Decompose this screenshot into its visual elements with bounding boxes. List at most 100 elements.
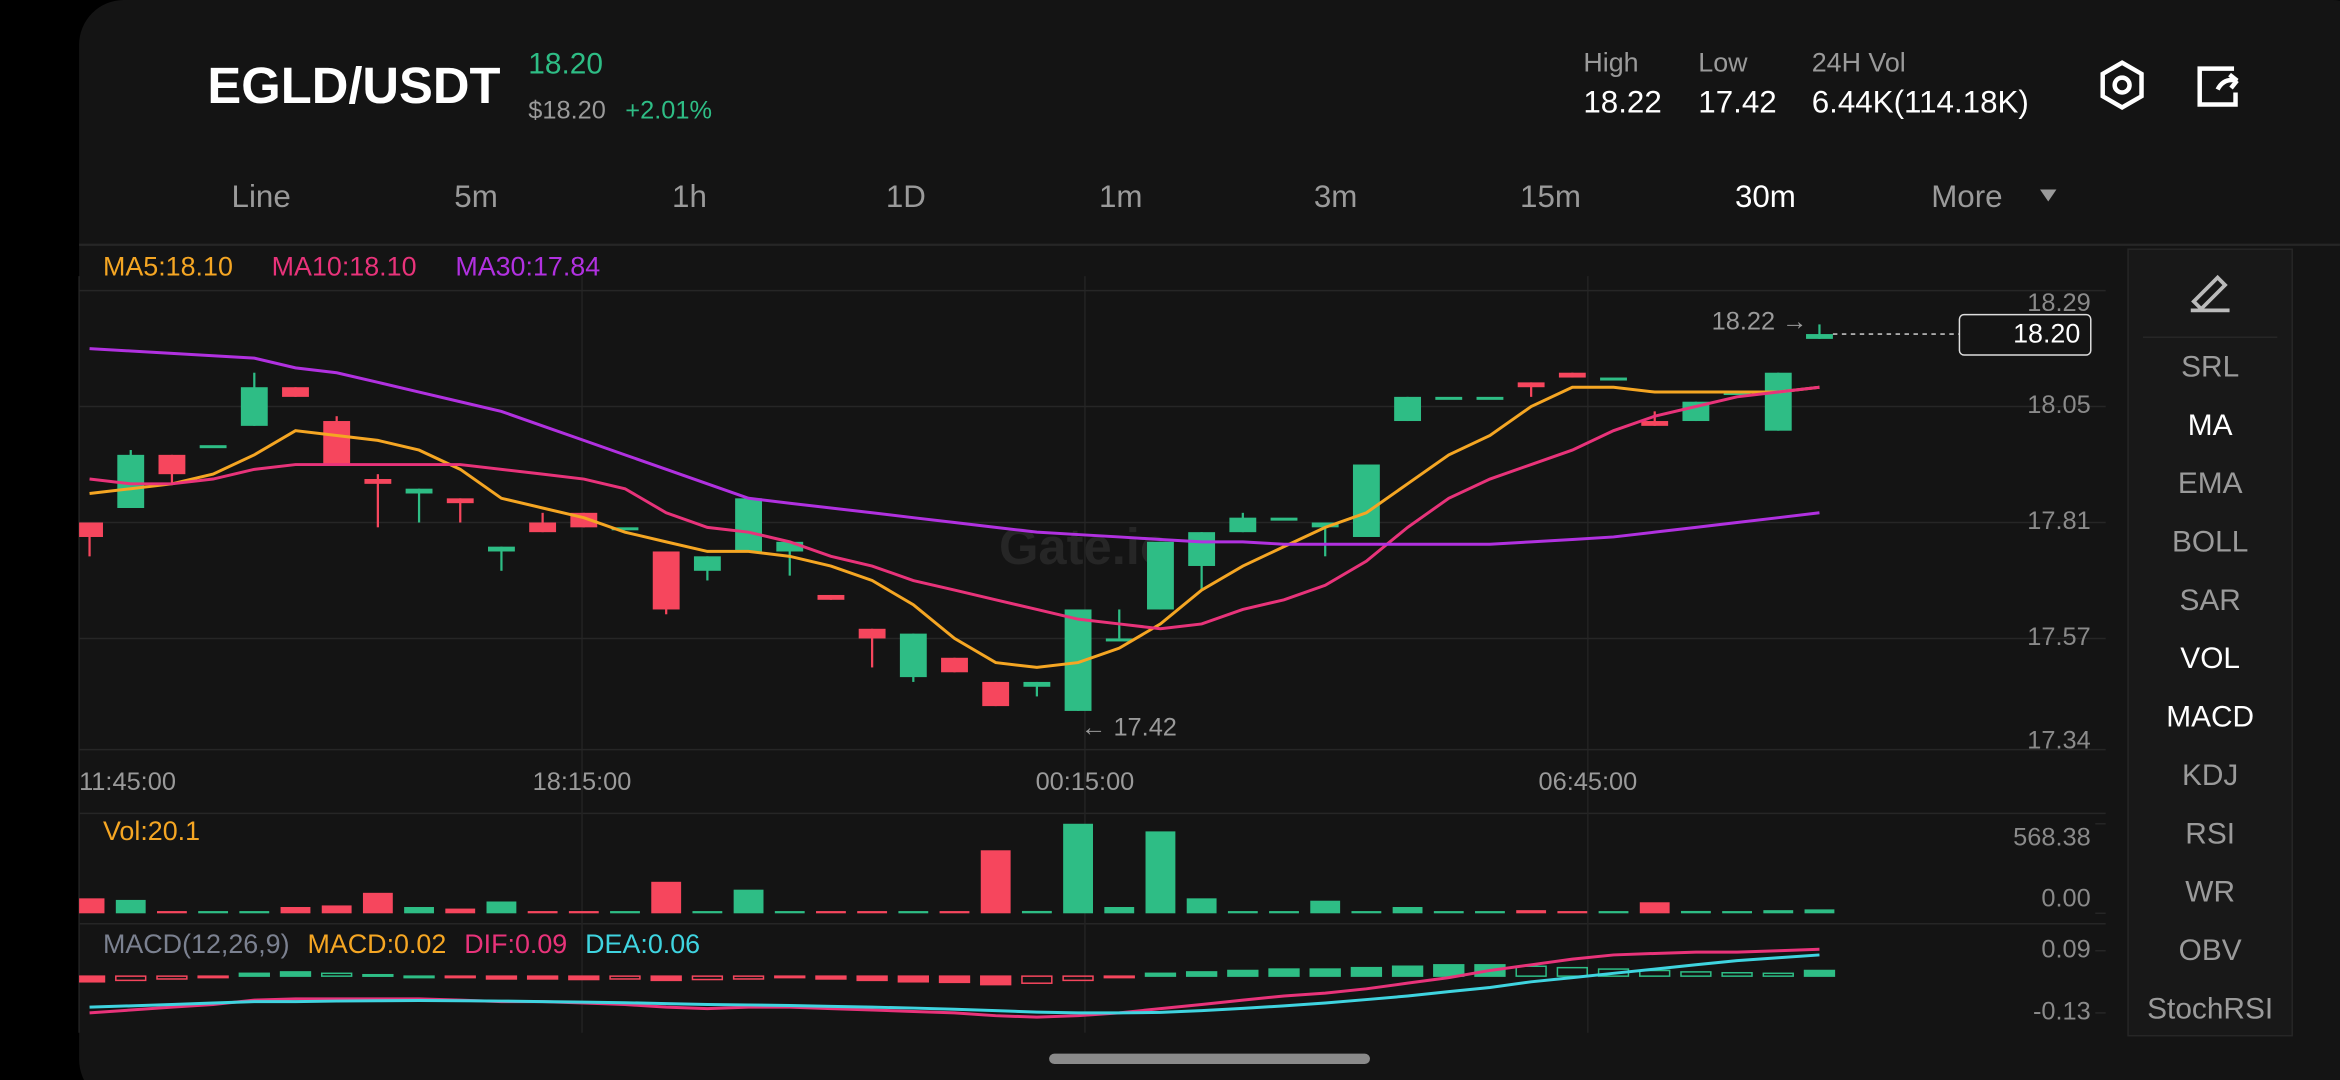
macd-histogram-bar [1021,975,1053,984]
candle-body [1394,396,1422,422]
candle-body [652,551,680,610]
macd-histogram-bar [1680,971,1712,977]
macd-histogram-bar [1350,966,1383,977]
draw-tool[interactable] [2190,274,2230,313]
macd-legend: MACD(12,26,9) [103,929,290,959]
volume-bar [774,911,805,914]
home-indicator[interactable] [1049,1053,1370,1065]
macd-histogram-bar [279,971,312,977]
timeframe-tab[interactable]: 30m [1735,179,1796,214]
macd-histogram-bar [774,975,806,979]
price-tick-label: 17.34 [2027,726,2090,754]
timeframe-tab[interactable]: 1D [886,179,926,214]
macd-histogram-bar [1762,972,1794,977]
candle-body [199,445,227,449]
price-tick-label: 18.05 [2027,391,2090,419]
last-price-label: 18.20 [2013,319,2080,349]
timeframe-tab[interactable]: 15m [1520,179,1581,214]
share-arrow [2215,72,2239,91]
candle-body [1229,517,1257,533]
ma-legend: MA5:18.10 [103,252,233,282]
candle-body [899,633,927,678]
macd-histogram-bar [568,975,600,981]
indicator-option[interactable]: KDJ [2182,759,2238,792]
macd-histogram-bar [362,973,394,977]
volume-bar [79,898,105,914]
candle-body [158,454,186,475]
macd-histogram-bar [650,975,682,982]
candle-body [1600,377,1627,381]
macd-histogram-bar [815,975,847,980]
volume-bar [198,911,229,914]
macd-histogram-bar [1185,971,1218,977]
macd-legend: DEA:0.06 [585,929,700,959]
volume-bar [1475,911,1505,914]
macd-histogram-bar [1391,965,1424,977]
timeframe-tab[interactable]: Line [232,179,291,214]
timeframe-tab[interactable]: 5m [454,179,498,214]
timeframe-tab[interactable]: 3m [1314,179,1358,214]
macd-legend: MACD:0.02 [307,929,446,959]
time-label: 06:45:00 [1538,768,1637,796]
stat-label: Low [1698,47,1748,77]
settings-icon[interactable] [2100,60,2144,111]
indicator-option[interactable]: MA [2188,409,2233,442]
candle-body [1188,532,1216,566]
candle-body [240,387,268,426]
macd-histogram-bar [485,975,518,980]
macd-histogram-bar [526,975,559,980]
low-annotation: ← 17.42 [1081,714,1177,742]
dea-line [89,953,1820,1015]
candle-body [1723,392,1751,396]
indicator-option[interactable]: BOLL [2172,526,2248,559]
macd-histogram-bar [732,975,765,980]
volume-bar [1310,900,1341,914]
macd-histogram-bar [156,975,188,980]
candle-body [693,556,721,571]
macd-histogram-bar [1062,975,1094,982]
candle-body [1105,638,1133,642]
time-label: 00:15:00 [1036,768,1135,796]
moving-average-line [89,385,1820,669]
indicator-option[interactable]: SRL [2181,350,2239,383]
time-label: 18:15:00 [533,768,632,796]
volume-bar [1227,911,1258,914]
candle-body [1517,382,1545,388]
timeframe-tab[interactable]: More [1931,179,2002,214]
macd-histogram-bar [856,975,888,982]
volume-tick-label: 0.00 [2041,885,2090,913]
share-icon[interactable] [2197,66,2239,107]
timeframe-tab[interactable]: 1m [1099,179,1143,214]
timeframe-tab[interactable]: 1h [672,179,707,214]
indicator-option[interactable]: WR [2185,876,2235,909]
volume-bar [651,881,682,914]
indicator-option[interactable]: RSI [2185,817,2235,850]
macd-histogram-bar [79,975,106,983]
volume-bar [1269,911,1299,914]
volume-bar [115,899,146,914]
macd-histogram-bar [609,975,641,980]
macd-histogram-bar [321,972,353,977]
candle-body [446,498,474,504]
volume-bar [1063,823,1093,914]
candle-body [1270,517,1298,521]
price-tick-label: 18.29 [2027,289,2090,317]
indicator-option[interactable]: OBV [2179,934,2242,967]
volume-bar [157,911,187,914]
candle-body [1352,464,1380,537]
indicator-option[interactable]: VOL [2180,642,2240,675]
indicator-option[interactable]: EMA [2178,467,2243,500]
volume-bar [610,911,640,914]
volume-bar [321,905,352,914]
volume-bar [1021,910,1052,914]
price-change: +2.01% [625,97,712,125]
candle-body [529,522,557,533]
indicator-option[interactable]: SAR [2179,584,2240,617]
macd-tick-label: -0.13 [2033,998,2091,1026]
indicator-option[interactable]: MACD [2166,701,2254,734]
ma-legend: MA10:18.10 [272,252,417,282]
indicator-option[interactable]: StochRSI [2147,992,2273,1025]
candle-body [323,421,351,465]
candle-body [941,657,968,673]
candle-body [1435,396,1463,400]
